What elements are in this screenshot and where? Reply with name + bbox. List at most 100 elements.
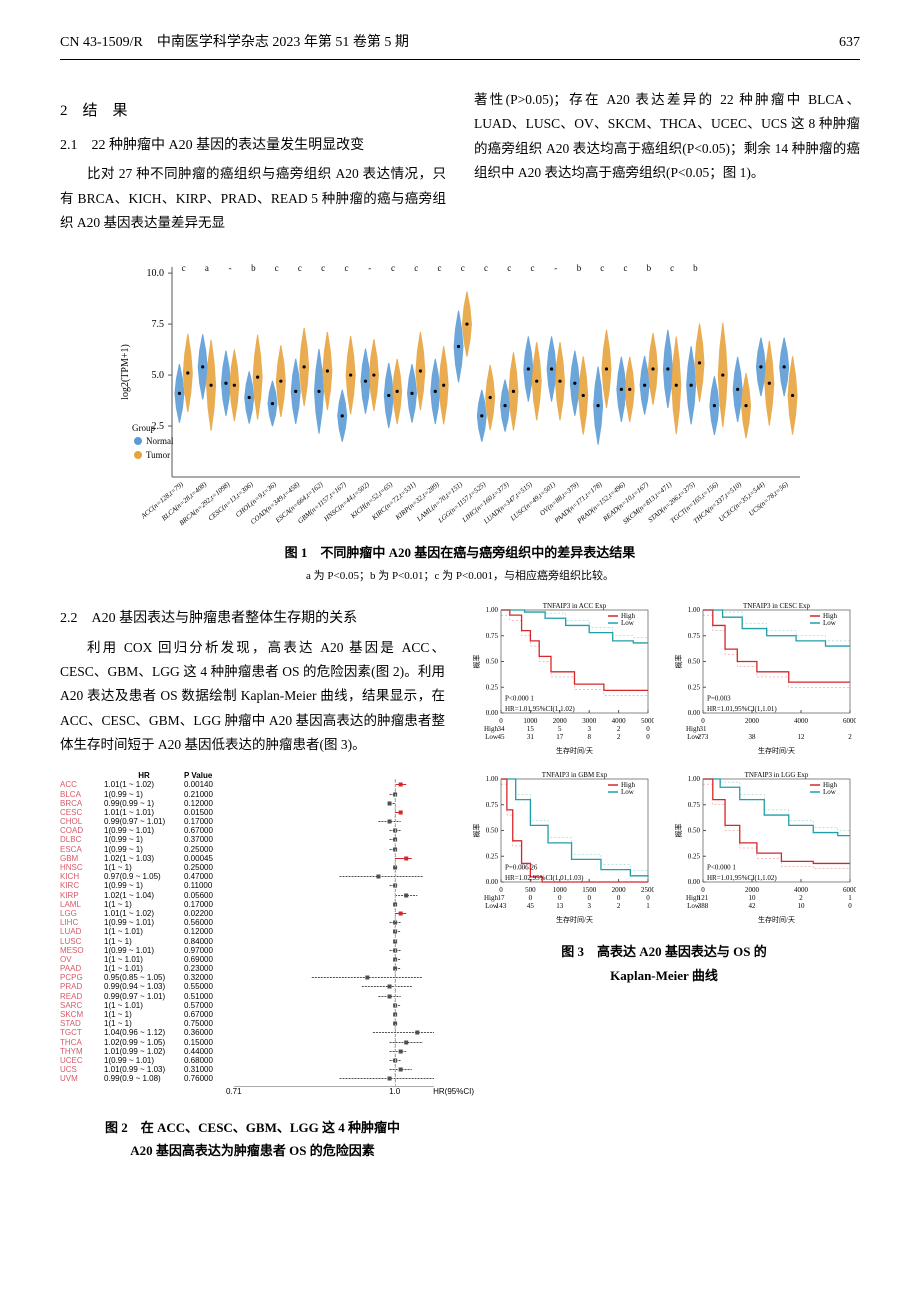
km-panel: 0.000.250.500.751.000200040006000生存时间/天概… — [671, 769, 856, 924]
svg-text:0.50: 0.50 — [688, 827, 701, 835]
svg-text:0: 0 — [701, 886, 705, 894]
svg-text:45: 45 — [527, 902, 535, 910]
lower-region: 2.2 A20 基因表达与肿瘤患者整体生存期的关系 利用 COX 回归分析发现，… — [60, 600, 860, 1162]
svg-text:HR=1.01,95%CI(1,1.01): HR=1.01,95%CI(1,1.01) — [707, 705, 777, 713]
svg-text:42: 42 — [749, 902, 757, 910]
svg-text:生存时间/天: 生存时间/天 — [556, 746, 593, 755]
svg-text:38: 38 — [749, 733, 757, 741]
svg-text:0.75: 0.75 — [486, 801, 499, 809]
svg-text:0: 0 — [848, 902, 852, 910]
forest-row: DLBC 1(0.99 ~ 1) 0.37000 — [60, 835, 445, 844]
svg-text:0.25: 0.25 — [688, 684, 701, 692]
svg-text:3000: 3000 — [582, 717, 597, 725]
forest-row: THYM 1.01(0.99 ~ 1.02) 0.44000 — [60, 1047, 445, 1056]
svg-text:c: c — [391, 263, 395, 273]
svg-text:15: 15 — [527, 725, 535, 733]
svg-text:143: 143 — [496, 902, 507, 910]
svg-text:34: 34 — [498, 725, 506, 733]
svg-text:4000: 4000 — [794, 717, 809, 725]
svg-text:c: c — [437, 263, 441, 273]
svg-text:TNFAIP3 in ACC Exp: TNFAIP3 in ACC Exp — [543, 602, 607, 610]
svg-text:0: 0 — [646, 725, 650, 733]
svg-text:17: 17 — [556, 733, 564, 741]
forest-row: PRAD 0.99(0.94 ~ 1.03) 0.55000 — [60, 982, 445, 991]
forest-row: HNSC 1(1 ~ 1) 0.25000 — [60, 863, 445, 872]
svg-text:2: 2 — [617, 725, 621, 733]
svg-text:0.00: 0.00 — [486, 878, 499, 886]
svg-text:Low: Low — [823, 619, 837, 627]
svg-text:4000: 4000 — [794, 886, 809, 894]
svg-text:13: 13 — [556, 902, 564, 910]
fig1-caption: 图 1 不同肿瘤中 A20 基因在癌与癌旁组织中的差异表达结果 — [285, 545, 636, 560]
svg-text:5.0: 5.0 — [152, 370, 165, 381]
forest-row: STAD 1(1 ~ 1) 0.75000 — [60, 1019, 445, 1028]
forest-row: OV 1(1 ~ 1.01) 0.69000 — [60, 955, 445, 964]
forest-row: THCA 1.02(0.99 ~ 1.05) 0.15000 — [60, 1038, 445, 1047]
svg-text:0.00: 0.00 — [486, 709, 499, 717]
forest-row: READ 0.99(0.97 ~ 1.01) 0.51000 — [60, 992, 445, 1001]
svg-text:1: 1 — [646, 902, 650, 910]
svg-text:-: - — [554, 263, 557, 273]
svg-text:TNFAIP3 in GBM Exp: TNFAIP3 in GBM Exp — [542, 771, 608, 779]
km-panel: 0.000.250.500.751.0001000200030004000500… — [469, 600, 654, 755]
svg-text:c: c — [600, 263, 604, 273]
forest-row: SARC 1(1 ~ 1.01) 0.57000 — [60, 1001, 445, 1010]
svg-text:0.50: 0.50 — [486, 827, 499, 835]
forest-row: UCS 1.01(0.99 ~ 1.03) 0.31000 — [60, 1065, 445, 1074]
svg-text:1.00: 1.00 — [486, 606, 499, 614]
svg-text:c: c — [624, 263, 628, 273]
svg-text:2: 2 — [617, 902, 621, 910]
svg-text:0: 0 — [499, 717, 503, 725]
svg-text:a: a — [205, 263, 209, 273]
svg-text:17: 17 — [498, 894, 506, 902]
svg-text:c: c — [461, 263, 465, 273]
svg-text:P=0.003: P=0.003 — [707, 695, 731, 703]
svg-text:c: c — [531, 263, 535, 273]
fig3-caption-l2: Kaplan-Meier 曲线 — [610, 968, 718, 983]
figure-1: 2.55.07.510.0log2(TPM+1)cACC(n=128,t=79)… — [60, 255, 860, 586]
forest-row: LUSC 1(1 ~ 1) 0.84000 — [60, 937, 445, 946]
fig1-subcaption: a 为 P<0.05；b 为 P<0.01；c 为 P<0.001，与相应癌旁组… — [60, 567, 860, 587]
svg-text:2000: 2000 — [745, 717, 760, 725]
svg-text:b: b — [647, 263, 652, 273]
svg-text:1.00: 1.00 — [486, 775, 499, 783]
section-2-1-para: 比对 27 种不同肿瘤的癌组织与癌旁组织 A20 表达情况，只有 BRCA、KI… — [60, 162, 446, 235]
svg-text:P=0.006 26: P=0.006 26 — [505, 864, 538, 872]
forest-row: MESO 1(0.99 ~ 1.01) 0.97000 — [60, 946, 445, 955]
forest-row: LAML 1(1 ~ 1) 0.17000 — [60, 900, 445, 909]
forest-row: LUAD 1(1 ~ 1.01) 0.12000 — [60, 927, 445, 936]
svg-text:121: 121 — [698, 894, 709, 902]
svg-text:HR=1.01,95%CI(1,1.02): HR=1.01,95%CI(1,1.02) — [505, 705, 575, 713]
svg-text:b: b — [251, 263, 256, 273]
fig2-caption-l1: 图 2 在 ACC、CESC、GBM、LGG 这 4 种肿瘤中 — [105, 1120, 400, 1135]
svg-text:b: b — [577, 263, 582, 273]
svg-text:0.75: 0.75 — [486, 632, 499, 640]
forest-row: PCPG 0.95(0.85 ~ 1.05) 0.32000 — [60, 973, 445, 982]
section-2-2-para: 利用 COX 回归分析发现，高表达 A20 基因是 ACC、CESC、GBM、L… — [60, 636, 445, 757]
svg-text:HR=1.01,95%CI(1,1.02): HR=1.01,95%CI(1,1.02) — [707, 874, 777, 882]
svg-text:c: c — [414, 263, 418, 273]
svg-text:0.50: 0.50 — [486, 658, 499, 666]
svg-text:log2(TPM+1): log2(TPM+1) — [120, 344, 131, 400]
svg-text:10: 10 — [798, 902, 806, 910]
section-2-1-title: 2.1 22 种肿瘤中 A20 基因的表达量发生明显改变 — [60, 133, 446, 158]
km-panel: 0.000.250.500.751.0005001000150020002500… — [469, 769, 654, 924]
running-head-left: CN 43-1509/R 中南医学科学杂志 2023 年第 51 卷第 5 期 — [60, 30, 409, 55]
forest-plot: HRP Value ACC 1.01(1 ~ 1.02) 0.00140 BLC… — [60, 771, 445, 1099]
svg-text:10.0: 10.0 — [147, 268, 165, 279]
svg-text:31: 31 — [527, 733, 535, 741]
km-grid: 0.000.250.500.751.0001000200030004000500… — [469, 600, 859, 924]
km-panel: 0.000.250.500.751.000200040006000生存时间/天概… — [671, 600, 856, 755]
svg-text:0.00: 0.00 — [688, 709, 701, 717]
forest-row: LGG 1.01(1 ~ 1.02) 0.02200 — [60, 909, 445, 918]
svg-text:生存时间/天: 生存时间/天 — [758, 915, 795, 924]
svg-text:0.75: 0.75 — [688, 632, 701, 640]
svg-text:c: c — [507, 263, 511, 273]
svg-text:0: 0 — [646, 894, 650, 902]
svg-text:0: 0 — [499, 886, 503, 894]
svg-text:31: 31 — [700, 725, 708, 733]
svg-text:概率: 概率 — [472, 655, 481, 669]
svg-text:生存时间/天: 生存时间/天 — [556, 915, 593, 924]
svg-text:概率: 概率 — [674, 655, 683, 669]
svg-text:2: 2 — [617, 733, 621, 741]
